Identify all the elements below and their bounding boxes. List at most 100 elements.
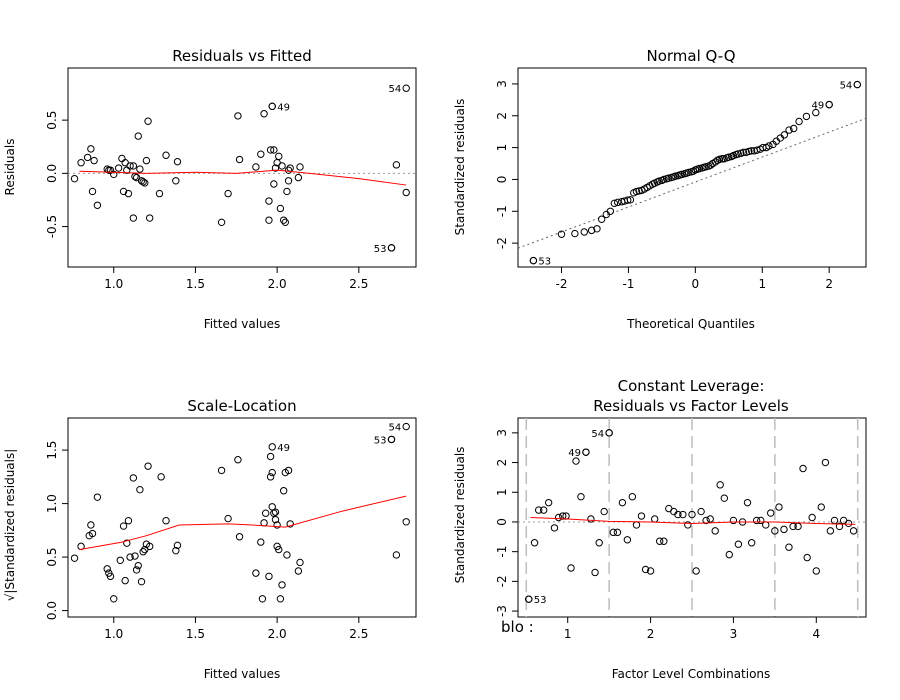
data-point bbox=[610, 199, 619, 208]
data-point bbox=[624, 196, 632, 204]
data-point bbox=[535, 506, 543, 514]
labeled-data-point bbox=[825, 100, 833, 109]
data-point bbox=[593, 225, 601, 233]
constant-leverage-panel: Constant Leverage: Residuals vs Factor L… bbox=[453, 377, 867, 681]
data-point bbox=[279, 487, 288, 495]
data-point bbox=[217, 218, 226, 227]
data-point bbox=[587, 226, 596, 235]
x-tick-label: 0 bbox=[692, 277, 700, 291]
data-point bbox=[651, 515, 659, 523]
x-tick-label: -2 bbox=[556, 277, 568, 291]
data-point bbox=[587, 515, 595, 523]
data-point bbox=[137, 577, 146, 586]
data-point bbox=[136, 165, 144, 173]
point-label: 49 bbox=[568, 448, 581, 459]
data-point bbox=[70, 554, 79, 562]
data-point bbox=[284, 466, 293, 475]
data-point bbox=[134, 561, 142, 570]
x-tick-label: 1 bbox=[758, 277, 766, 291]
data-point bbox=[692, 567, 700, 575]
data-point bbox=[278, 162, 286, 170]
data-point bbox=[655, 537, 664, 545]
data-point bbox=[812, 108, 820, 117]
y-tick-label: -1 bbox=[495, 546, 509, 558]
point-label: 49 bbox=[277, 443, 290, 454]
data-point bbox=[145, 542, 154, 551]
data-point bbox=[257, 538, 265, 546]
data-point bbox=[119, 522, 128, 530]
data-point bbox=[275, 545, 283, 554]
data-point bbox=[674, 510, 682, 519]
data-point bbox=[139, 178, 147, 186]
data-point bbox=[296, 163, 304, 171]
x-tick-label: 3 bbox=[730, 627, 738, 641]
x-tick-label: -1 bbox=[622, 277, 634, 291]
data-point bbox=[116, 556, 124, 564]
data-point bbox=[402, 518, 410, 526]
data-point bbox=[270, 180, 278, 188]
data-point bbox=[129, 162, 138, 170]
data-point bbox=[266, 473, 275, 481]
data-point bbox=[664, 174, 673, 182]
data-point bbox=[284, 177, 293, 185]
data-point bbox=[572, 457, 580, 465]
data-point bbox=[88, 187, 97, 196]
data-point bbox=[402, 188, 410, 197]
x-axis-label: Fitted values bbox=[204, 667, 281, 681]
chart-title: Normal Q-Q bbox=[646, 47, 735, 65]
y-tick-label: 0.0 bbox=[45, 601, 59, 620]
x-tick-label: 4 bbox=[812, 627, 820, 641]
data-point bbox=[684, 521, 692, 529]
data-point bbox=[600, 507, 608, 516]
data-point bbox=[817, 503, 825, 511]
data-point bbox=[720, 494, 729, 502]
data-point bbox=[826, 527, 835, 535]
data-point bbox=[273, 521, 281, 529]
labeled-data-point bbox=[402, 84, 410, 92]
point-label: 54 bbox=[840, 81, 853, 92]
data-point bbox=[77, 159, 85, 167]
data-point bbox=[557, 230, 566, 238]
x-axis-label: Fitted values bbox=[204, 317, 281, 331]
data-point bbox=[660, 175, 668, 184]
x-tick-label: 2 bbox=[825, 277, 833, 291]
data-point bbox=[606, 207, 615, 215]
normal-qq-panel: Normal Q-Q Theoretical Quantiles Standar… bbox=[453, 47, 867, 331]
chart-title: Scale-Location bbox=[187, 397, 296, 415]
data-point bbox=[162, 517, 170, 525]
y-tick-label: -3 bbox=[495, 605, 509, 617]
data-point bbox=[283, 551, 291, 559]
data-point bbox=[261, 509, 270, 517]
data-point bbox=[780, 131, 789, 139]
data-point bbox=[134, 132, 142, 140]
data-point bbox=[580, 228, 588, 236]
x-axis-label: Factor Level Combinations bbox=[612, 667, 771, 681]
data-point bbox=[252, 569, 260, 577]
data-point bbox=[126, 162, 134, 170]
data-point bbox=[803, 553, 811, 562]
data-point bbox=[577, 493, 585, 501]
y-tick-label: 3 bbox=[495, 429, 509, 437]
x-tick-label: 2.5 bbox=[349, 277, 368, 291]
data-point bbox=[281, 218, 289, 227]
x-tick-label: 1.0 bbox=[104, 277, 123, 291]
data-point bbox=[626, 196, 635, 204]
y-tick-label: -0.5 bbox=[45, 215, 59, 238]
y-tick-label: -1 bbox=[495, 205, 509, 217]
data-point bbox=[392, 551, 401, 559]
x-tick-label: 2.0 bbox=[268, 277, 287, 291]
point-label: 53 bbox=[538, 257, 551, 268]
data-point bbox=[734, 150, 742, 158]
plot-frame bbox=[67, 67, 417, 268]
data-point bbox=[550, 524, 559, 532]
y-axis-label: Residuals bbox=[3, 139, 17, 196]
data-point bbox=[93, 493, 102, 501]
point-label: 53 bbox=[374, 435, 387, 446]
data-point bbox=[790, 124, 798, 133]
data-point bbox=[734, 540, 743, 548]
data-point bbox=[743, 498, 752, 507]
data-point bbox=[684, 168, 693, 177]
data-point bbox=[597, 215, 606, 223]
data-point bbox=[688, 510, 696, 519]
